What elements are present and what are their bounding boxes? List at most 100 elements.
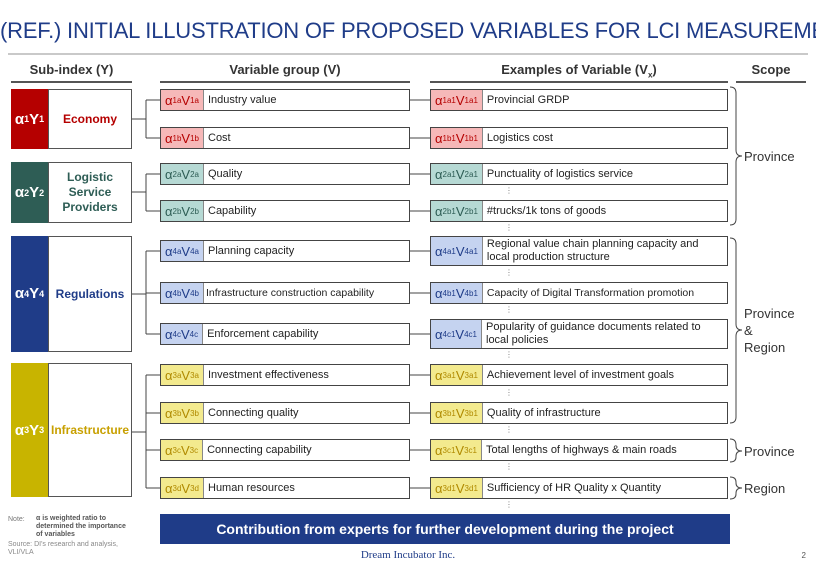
v-subscript: 2a1 xyxy=(464,169,478,179)
group-label: Industry value xyxy=(208,93,277,106)
header-subindex: Sub-index (Y) xyxy=(29,62,114,77)
v-subscript: 3c xyxy=(189,445,199,455)
example-label: Quality of infrastructure xyxy=(486,406,601,419)
y-symbol: Y xyxy=(29,421,40,439)
scope-region-label: Region xyxy=(744,340,786,355)
subindex-regulations-name: Regulations xyxy=(48,236,132,352)
group-label: Infrastructure construction capability xyxy=(206,286,375,299)
y-subscript: 4 xyxy=(39,289,45,299)
example-box: α 3c1 V 3c1 Total lengths of highways & mai… xyxy=(430,439,728,461)
alpha-subscript: 2a xyxy=(172,169,182,179)
y-symbol: Y xyxy=(29,184,40,201)
group-tag: α 2a V 2a xyxy=(161,164,204,184)
example-label: Sufficiency of HR Quality x Quantity xyxy=(486,481,661,494)
example-tag: α 4a1 V 4a1 xyxy=(431,237,483,265)
group-label: Planning capacity xyxy=(208,244,295,257)
ellipsis-marker: ⋮ xyxy=(505,425,513,434)
group-tag: α 1a V 1a xyxy=(161,90,204,110)
example-label: Punctuality of logistics service xyxy=(486,167,634,180)
group-label: Investment effectiveness xyxy=(208,368,329,381)
alpha-symbol: α xyxy=(14,421,25,439)
v-subscript: 4c xyxy=(189,329,199,339)
scope-province-region: Province & Region xyxy=(744,305,795,356)
example-label: Popularity of guidance documents related… xyxy=(486,321,701,346)
group-tag: α 3b V 3b xyxy=(161,403,204,423)
scope-and-label: & xyxy=(744,323,753,338)
group-label: Human resources xyxy=(208,481,295,494)
example-label: Capacity of Digital Transformation promo… xyxy=(486,286,695,299)
example-label: Achievement level of investment goals xyxy=(486,368,675,381)
example-tag: α 3d1 V 3d1 xyxy=(431,478,483,498)
scope-province-infra: Province xyxy=(744,444,795,459)
example-label: Logistics cost xyxy=(486,131,553,144)
alpha-subscript: 4c1 xyxy=(442,329,456,339)
group-tag: α 3a V 3a xyxy=(161,365,204,385)
alpha-subscript: 1a1 xyxy=(442,95,456,105)
y-symbol: Y xyxy=(29,285,40,302)
group-box: α 3c V 3c Connecting capability xyxy=(160,439,410,461)
example-label: #trucks/1k tons of goods xyxy=(486,204,607,217)
v-subscript: 3b1 xyxy=(464,408,478,418)
note-text: α is weighted ratio to determined the im… xyxy=(36,515,126,538)
scope-province-label: Province xyxy=(744,306,795,321)
example-tag: α 2b1 V 2b1 xyxy=(431,201,483,221)
ellipsis-marker: ⋮ xyxy=(505,388,513,397)
v-subscript: 3d xyxy=(190,483,199,493)
alpha-subscript: 4a xyxy=(172,246,182,256)
group-tag: α 1b V 1b xyxy=(161,128,204,148)
header-variable-group: Variable group (V) xyxy=(229,62,341,77)
v-subscript: 3a xyxy=(190,370,199,380)
example-box: α 1b1 V 1b1 Logistics cost xyxy=(430,127,728,149)
alpha-subscript: 3c1 xyxy=(442,445,456,455)
example-box: α 2b1 V 2b1 #trucks/1k tons of goods xyxy=(430,200,728,222)
group-box: α 4b V 4b Infrastructure construction capab… xyxy=(160,282,410,304)
alpha-subscript: 2b xyxy=(172,206,182,216)
v-subscript: 4c1 xyxy=(464,329,477,339)
header-examples-sub: x xyxy=(647,70,653,80)
header-examples-text: Examples of Variable (V xyxy=(501,62,648,77)
page-number: 2 xyxy=(801,551,806,560)
ellipsis-marker: ⋮ xyxy=(505,268,513,277)
example-tag: α 1b1 V 1b1 xyxy=(431,128,483,148)
ellipsis-marker: ⋮ xyxy=(505,223,513,232)
alpha-subscript: 3d1 xyxy=(442,483,456,493)
v-subscript: 3a1 xyxy=(464,370,478,380)
example-box: α 3a1 V 3a1 Achievement level of investment… xyxy=(430,364,728,386)
group-label: Connecting quality xyxy=(208,406,299,419)
alpha-subscript: 2 xyxy=(24,187,30,198)
alpha-subscript: 3b xyxy=(172,408,182,418)
v-subscript: 3c1 xyxy=(464,445,477,455)
v-subscript: 4a xyxy=(190,246,199,256)
group-box: α 4a V 4a Planning capacity xyxy=(160,240,410,262)
group-box: α 1a V 1a Industry value xyxy=(160,89,410,111)
example-box: α 3b1 V 3b1 Quality of infrastructure xyxy=(430,402,728,424)
subindex-logistic-name: Logistic Service Providers xyxy=(48,162,132,223)
alpha-subscript: 1a xyxy=(172,95,182,105)
alpha-symbol: α xyxy=(14,285,25,302)
header-line-scope xyxy=(736,81,806,83)
v-subscript: 2b xyxy=(190,206,199,216)
example-box: α 2a1 V 2a1 Punctuality of logistics servic… xyxy=(430,163,728,185)
example-tag: α 4b1 V 4b1 xyxy=(431,283,483,303)
subindex-economy-name: Economy xyxy=(48,89,132,149)
alpha-subscript: 4b xyxy=(172,288,182,298)
header-line-examples xyxy=(430,81,728,83)
alpha-subscript: 2a1 xyxy=(442,169,456,179)
alpha-subscript: 3b1 xyxy=(442,408,456,418)
title-divider xyxy=(8,53,808,55)
example-label: Regional value chain planning capacity a… xyxy=(486,238,699,263)
alpha-symbol: α xyxy=(14,184,25,201)
alpha-subscript: 2b1 xyxy=(442,206,456,216)
source-text: Source: DI's research and analysis, VLI/… xyxy=(8,541,118,556)
v-subscript: 2b1 xyxy=(464,206,478,216)
example-tag: α 3c1 V 3c1 xyxy=(431,440,482,460)
group-box: α 2a V 2a Quality xyxy=(160,163,410,185)
group-box: α 3a V 3a Investment effectiveness xyxy=(160,364,410,386)
company-name: Dream Incubator Inc. xyxy=(360,549,456,561)
example-label: Provincial GRDP xyxy=(486,93,570,106)
scope-region: Region xyxy=(744,481,786,496)
